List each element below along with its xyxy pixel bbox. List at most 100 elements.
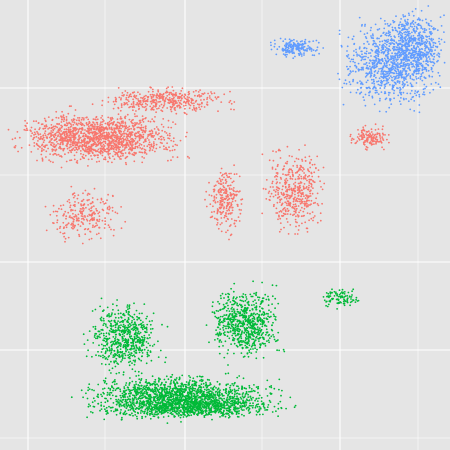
data-point — [309, 212, 311, 215]
data-point — [98, 138, 101, 141]
data-point — [70, 185, 73, 188]
data-point — [194, 100, 197, 103]
data-point — [46, 144, 48, 147]
data-point — [378, 68, 380, 70]
data-point — [78, 137, 81, 140]
data-point — [108, 226, 111, 229]
data-point — [221, 222, 223, 224]
data-point — [285, 202, 288, 205]
data-point — [279, 217, 282, 220]
data-point — [208, 194, 211, 196]
data-point — [379, 35, 382, 38]
data-point — [405, 98, 407, 100]
data-point — [366, 64, 369, 67]
data-point — [51, 118, 54, 121]
data-point — [410, 44, 413, 47]
data-point — [70, 226, 73, 229]
data-point — [231, 181, 234, 184]
data-point — [430, 25, 433, 28]
data-point — [96, 118, 99, 121]
data-point — [212, 205, 214, 208]
data-point — [106, 206, 109, 209]
data-point — [116, 146, 118, 149]
data-point — [183, 100, 186, 103]
data-point — [420, 73, 423, 75]
data-point — [403, 78, 405, 80]
data-point — [57, 153, 60, 156]
data-point — [107, 160, 109, 163]
data-point — [291, 169, 293, 172]
data-point — [144, 130, 147, 132]
data-point — [108, 205, 111, 208]
data-point — [64, 210, 67, 213]
data-point — [385, 110, 388, 113]
data-point — [88, 222, 91, 225]
data-point — [305, 200, 308, 203]
data-point — [213, 188, 216, 191]
data-point — [399, 66, 402, 68]
data-point — [383, 87, 386, 89]
data-point — [402, 15, 405, 18]
data-point — [365, 72, 368, 75]
data-point — [149, 93, 152, 96]
data-point — [310, 178, 313, 181]
data-point — [304, 197, 307, 200]
data-point — [402, 91, 405, 94]
data-point — [304, 202, 307, 205]
data-point — [216, 211, 219, 214]
data-point — [394, 69, 397, 72]
data-point — [113, 136, 116, 139]
data-point — [423, 91, 425, 94]
data-point — [153, 144, 155, 147]
data-point — [273, 189, 275, 192]
data-point — [71, 144, 74, 146]
data-point — [84, 154, 87, 157]
data-point — [111, 117, 114, 120]
data-point — [223, 176, 225, 179]
data-point — [59, 204, 62, 207]
data-point — [417, 34, 419, 37]
data-point — [145, 327, 148, 330]
data-point — [301, 206, 303, 209]
data-point — [384, 23, 387, 25]
data-point — [296, 166, 299, 169]
data-point — [268, 190, 271, 193]
data-point — [294, 45, 297, 47]
data-point — [82, 206, 84, 209]
data-point — [210, 211, 213, 214]
data-point — [148, 139, 150, 141]
data-point — [126, 113, 129, 116]
data-point — [192, 99, 194, 102]
data-point — [82, 192, 84, 195]
data-point — [48, 141, 51, 144]
data-point — [106, 147, 108, 150]
data-point — [153, 120, 156, 123]
data-point — [149, 130, 152, 133]
data-point — [371, 96, 374, 99]
data-point — [356, 140, 359, 143]
data-point — [298, 189, 301, 192]
data-point — [206, 103, 209, 106]
data-point — [64, 140, 67, 142]
data-point — [383, 64, 386, 66]
data-point — [102, 200, 104, 203]
data-point — [210, 92, 213, 95]
data-point — [103, 158, 105, 161]
data-point — [133, 318, 136, 321]
data-point — [76, 162, 79, 164]
data-point — [170, 101, 173, 104]
data-point — [300, 195, 303, 198]
data-point — [374, 60, 377, 62]
data-point — [404, 15, 407, 18]
data-point — [276, 172, 279, 174]
data-point — [168, 99, 171, 102]
data-point — [67, 211, 70, 214]
data-point — [223, 206, 226, 209]
data-point — [184, 112, 186, 115]
data-point — [200, 95, 203, 97]
data-point — [175, 92, 177, 94]
data-point — [393, 81, 396, 84]
data-point — [405, 56, 407, 59]
data-point — [236, 203, 239, 206]
data-point — [395, 60, 398, 62]
